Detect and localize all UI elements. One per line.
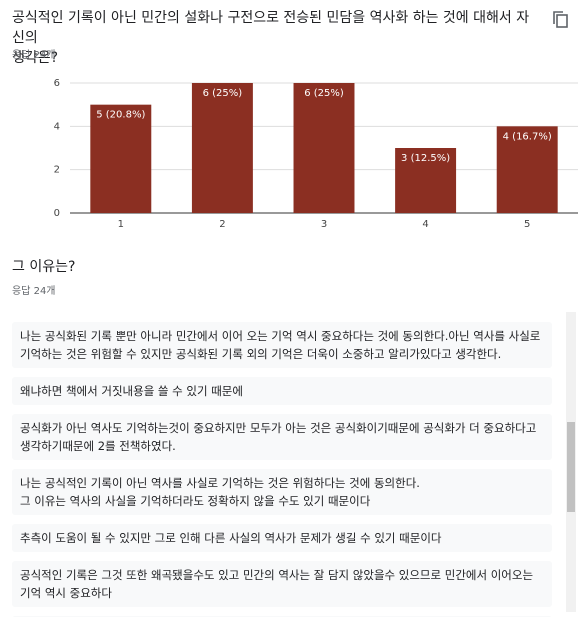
- bar: [191, 83, 253, 213]
- bar: [293, 83, 355, 213]
- response-line: 나는 공식화된 기록 뿐만 아니라 민간에서 이어 오는 기억 역시 중요하다는…: [20, 329, 541, 343]
- response: 공식화가 아닌 역사도 기억하는것이 중요하지만 모두가 아는 것은 공식화이기…: [12, 414, 552, 460]
- response: 왜냐하면 책에서 거짓내용을 쓸 수 있기 때문에: [12, 377, 552, 405]
- title-line: 공식적인 기록이 아닌 민간의 설화나 구전으로 전승된 민담을 역사화 하는 …: [12, 10, 530, 46]
- y-tick-label: 6: [54, 78, 60, 89]
- response: 나는 공식적인 기록이 아닌 역사를 사실로 기억하는 것은 위험하다는 것에 …: [12, 469, 552, 515]
- response-line: 나는 공식적인 기록이 아닌 역사를 사실로 기억하는 것은 위험하다는 것에 …: [20, 476, 420, 490]
- response-line: 공식화가 아닌 역사도 기억하는것이 중요하지만 모두가 아는 것은 공식화이기…: [20, 421, 537, 435]
- y-tick-label: 0: [54, 208, 60, 219]
- question-title: 공식적인 기록이 아닌 민간의 설화나 구전으로 전승된 민담을 역사화 하는 …: [12, 8, 532, 68]
- response: 추측이 도움이 될 수 있지만 그로 인해 다른 사실의 역사가 문제가 생길 …: [12, 524, 552, 552]
- scroll-thumb[interactable]: [567, 422, 575, 512]
- data-label: 6 (25%): [203, 88, 243, 99]
- x-tick-label: 5: [524, 219, 530, 230]
- x-tick-label: 2: [219, 219, 225, 230]
- scrollbar[interactable]: [566, 312, 576, 612]
- response-count: 응답 24개: [12, 286, 56, 297]
- x-tick-label: 4: [422, 219, 428, 230]
- bar-chart: 0 2 4 6 1 5 (20.8%) 2 6 (25%) 3 6 (25%) 4 3 (12.5%)…: [54, 78, 578, 230]
- x-tick-label: 3: [321, 219, 327, 230]
- response-line: 그 이유는 역사의 사실을 기억하더라도 정확하지 않을 수도 있기 때문이다: [20, 494, 371, 508]
- response-line: 기억 역시 중요하다: [20, 586, 112, 600]
- bar: [90, 104, 152, 213]
- bar: [395, 148, 457, 213]
- response-line: 생각하기때문에 2를 전책하였다.: [20, 439, 176, 453]
- y-tick-label: 2: [54, 165, 60, 176]
- response-line: 공식적인 기록은 그것 또한 왜곡됐을수도 있고 민간의 역사는 잘 담지 않았…: [20, 568, 534, 582]
- data-label: 6 (25%): [304, 88, 344, 99]
- response-line: 기억하는 것은 위험할 수 있지만 공식화된 기록 외의 기억은 더욱이 소중하…: [20, 347, 502, 361]
- response-line: 왜냐하면 책에서 거짓내용을 쓸 수 있기 때문에: [20, 384, 243, 398]
- title-line: 생각은?: [12, 50, 59, 66]
- copy-icon[interactable]: [552, 10, 570, 30]
- response: 나는 공식화된 기록 뿐만 아니라 민간에서 이어 오는 기억 역시 중요하다는…: [12, 322, 552, 368]
- response-list: 나는 공식화된 기록 뿐만 아니라 민간에서 이어 오는 기억 역시 중요하다는…: [0, 300, 579, 617]
- section-title: 그 이유는?: [12, 259, 76, 275]
- data-label: 3 (12.5%): [401, 153, 450, 164]
- x-tick-label: 1: [118, 219, 124, 230]
- response-count: 응답 24개: [12, 50, 56, 61]
- data-label: 4 (16.7%): [503, 131, 552, 142]
- bar: [496, 126, 558, 213]
- data-label: 5 (20.8%): [96, 110, 145, 121]
- response: 공식적인 기록은 그것 또한 왜곡됐을수도 있고 민간의 역사는 잘 담지 않았…: [12, 561, 552, 607]
- response-line: 추측이 도움이 될 수 있지만 그로 인해 다른 사실의 역사가 문제가 생길 …: [20, 531, 442, 545]
- y-tick-label: 4: [54, 121, 60, 132]
